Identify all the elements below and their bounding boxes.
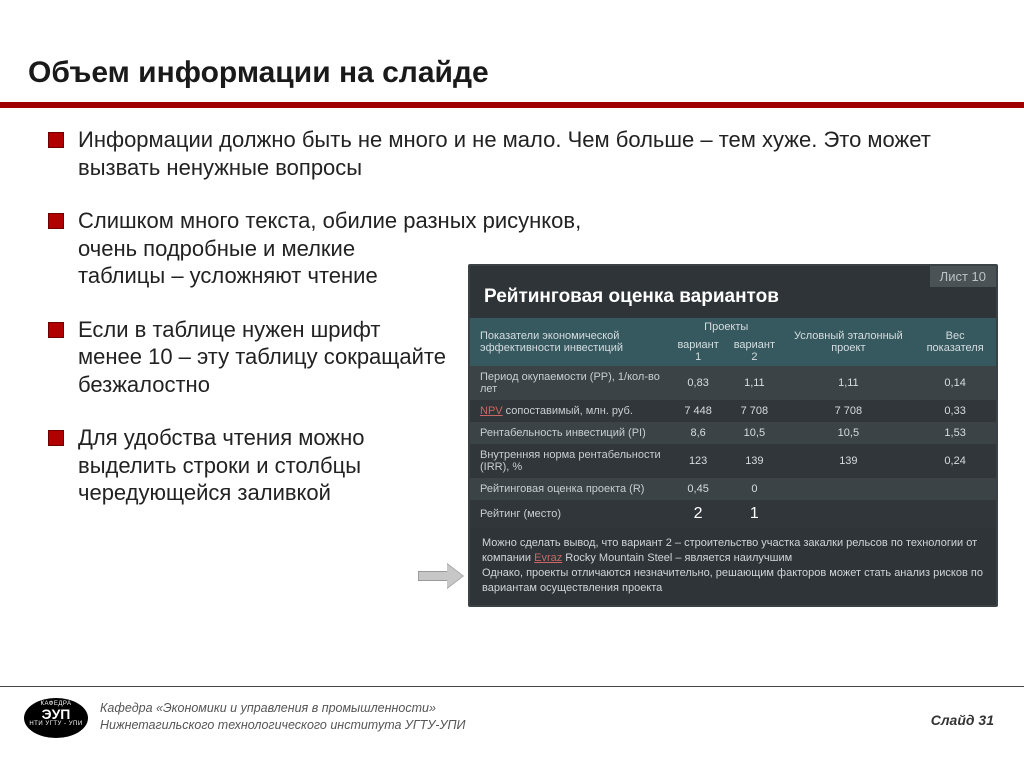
embed-title: Рейтинговая оценка вариантов	[470, 266, 996, 318]
arrow-icon	[418, 565, 464, 587]
bullet-1: Информации должно быть не много и не мал…	[48, 126, 968, 181]
department-logo: КАФЕДРА ЭУП НТИ УГТУ - УПИ	[24, 698, 88, 738]
table-row: Рентабельность инвестиций (PI) 8,6 10,5 …	[470, 422, 996, 444]
title-underline	[0, 102, 1024, 108]
slide: Объем информации на слайде Информации до…	[0, 0, 1024, 768]
table-row: Период окупаемости (PP), 1/кол-во лет 0,…	[470, 366, 996, 400]
col-weight: Вес показателя	[914, 318, 996, 366]
department-caption: Кафедра «Экономики и управления в промыш…	[100, 700, 465, 734]
embedded-example-slide: Лист 10 Рейтинговая оценка вариантов Пок…	[468, 264, 998, 607]
table-row: Рейтинговая оценка проекта (R) 0,45 0	[470, 478, 996, 500]
col-variant-2: вариант 2	[726, 336, 782, 366]
slide-number: Слайд 31	[931, 712, 994, 728]
col-reference: Условный эталонный проект	[783, 318, 915, 366]
evraz-link: Evraz	[534, 552, 562, 564]
embed-footer: Можно сделать вывод, что вариант 2 – стр…	[470, 528, 996, 599]
bullet-2: Слишком много текста, обилие разных рису…	[48, 207, 648, 235]
npv-link: NPV	[480, 405, 503, 417]
table-row: Внутренняя норма рентабельности (IRR), %…	[470, 444, 996, 478]
bullet-3: Если в таблице нужен шрифт менее 10 – эт…	[48, 316, 448, 399]
sheet-tab: Лист 10	[930, 266, 996, 287]
bullet-2-cont: очень подробные и мелкие таблицы – услож…	[48, 235, 448, 290]
table-row: NPV сопоставимый, млн. руб. 7 448 7 708 …	[470, 400, 996, 422]
col-projects: Проекты	[670, 318, 783, 336]
slide-title: Объем информации на слайде	[28, 56, 489, 90]
ratings-table: Показатели экономической эффективности и…	[470, 318, 996, 528]
bullet-4: Для удобства чтения можно выделить строк…	[48, 424, 448, 507]
col-variant-1: вариант 1	[670, 336, 726, 366]
footer-divider	[0, 686, 1024, 687]
col-indicator: Показатели экономической эффективности и…	[470, 318, 670, 366]
table-row-rank: Рейтинг (место) 2 1	[470, 500, 996, 528]
